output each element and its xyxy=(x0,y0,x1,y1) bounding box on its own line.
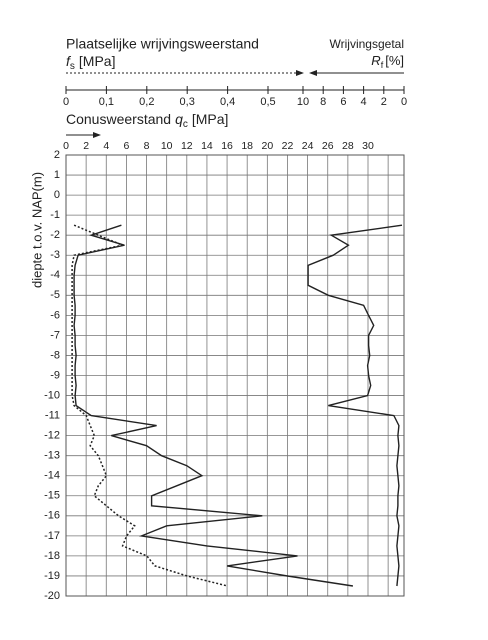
qc-tick-label: 20 xyxy=(261,140,273,152)
rf-tick-label: 6 xyxy=(340,96,346,108)
y-tick-label: -14 xyxy=(44,470,60,482)
y-tick-label: 1 xyxy=(54,169,60,181)
qc-tick-label: 30 xyxy=(362,140,374,152)
y-tick-label: -12 xyxy=(44,430,60,442)
series-line xyxy=(71,224,228,587)
fs-tick-label: 0,5 xyxy=(260,96,275,108)
y-tick-label: 2 xyxy=(54,149,60,161)
y-tick-label: -19 xyxy=(44,570,60,582)
qc-tick-label: 22 xyxy=(282,140,294,152)
y-tick-label: -11 xyxy=(45,409,60,421)
qc-tick-label: 28 xyxy=(342,140,354,152)
y-tick-label: -8 xyxy=(50,349,60,361)
fs-tick-label: 0,2 xyxy=(139,96,154,108)
y-tick-label: -16 xyxy=(44,510,60,522)
y-tick-label: 0 xyxy=(54,189,60,201)
y-tick-label: -9 xyxy=(50,369,60,381)
y-tick-label: -20 xyxy=(44,590,60,602)
series-line xyxy=(307,224,403,587)
qc-tick-label: 2 xyxy=(83,140,89,152)
fs-tick-label: 0,1 xyxy=(99,96,114,108)
y-axis-label: diepte t.o.v. NAP(m) xyxy=(29,172,44,288)
rf-title: Wrijvingsgetal xyxy=(330,37,404,51)
qc-tick-label: 10 xyxy=(161,140,173,152)
y-tick-label: -3 xyxy=(50,249,60,261)
qc-tick-label: 14 xyxy=(201,140,213,152)
qc-arrowhead xyxy=(93,132,101,138)
rf-tick-label: 10 xyxy=(297,96,309,108)
qc-tick-label: 26 xyxy=(322,140,334,152)
y-tick-label: -7 xyxy=(50,329,60,341)
y-tick-label: -18 xyxy=(44,550,60,562)
y-tick-label: -1 xyxy=(50,209,60,221)
rf-tick-label: 0 xyxy=(401,96,407,108)
y-tick-label: -17 xyxy=(44,530,60,542)
qc-label: Conusweerstand qc [MPa] xyxy=(66,111,228,130)
y-tick-label: -13 xyxy=(44,450,60,462)
series-line xyxy=(73,224,354,587)
rf-tick-label: 2 xyxy=(381,96,387,108)
qc-tick-label: 12 xyxy=(181,140,193,152)
qc-tick-label: 6 xyxy=(123,140,129,152)
fs-arrowhead xyxy=(296,70,304,76)
fs-tick-label: 0 xyxy=(63,96,69,108)
rf-label: Rf [%] xyxy=(371,53,404,70)
qc-tick-label: 4 xyxy=(103,140,109,152)
rf-tick-label: 4 xyxy=(361,96,367,108)
qc-tick-label: 16 xyxy=(221,140,233,152)
y-tick-label: -5 xyxy=(50,289,60,301)
plot-frame xyxy=(65,154,405,597)
rf-tick-label: 8 xyxy=(320,96,326,108)
qc-tick-label: 8 xyxy=(144,140,150,152)
fs-tick-label: 0,4 xyxy=(220,96,235,108)
y-tick-label: -6 xyxy=(50,309,60,321)
fs-label: fs [MPa] xyxy=(66,53,115,72)
fs-tick-label: 0,3 xyxy=(180,96,195,108)
y-tick-label: -4 xyxy=(50,269,60,281)
y-tick-label: -15 xyxy=(44,490,60,502)
y-tick-label: -2 xyxy=(50,229,60,241)
qc-tick-label: 18 xyxy=(241,140,253,152)
rf-arrowhead xyxy=(309,70,317,76)
y-tick-label: -10 xyxy=(44,389,60,401)
qc-tick-label: 0 xyxy=(63,140,69,152)
fs-title: Plaatselijke wrijvingsweerstand xyxy=(66,36,259,52)
qc-tick-label: 24 xyxy=(302,140,314,152)
